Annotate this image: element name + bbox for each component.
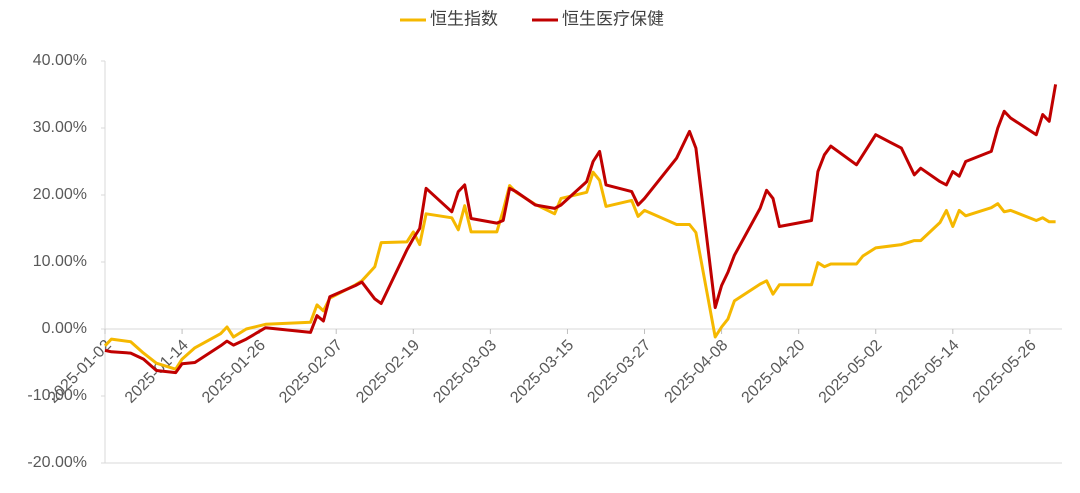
x-tick-label: 2025-04-08 [662,337,732,407]
series-line [104,84,1058,375]
y-tick-label: 0.00% [42,320,87,337]
legend-label: 恒生医疗保健 [562,9,664,28]
x-tick-label: 2025-05-14 [893,337,963,407]
x-tick-label: 2025-05-26 [970,337,1040,407]
x-tick-label: 2025-03-15 [507,337,577,407]
x-tick-label: 2025-01-26 [199,337,269,407]
y-tick-label: 40.00% [33,52,87,69]
y-tick-label: 30.00% [33,119,87,136]
y-tick-label: 10.00% [33,253,87,270]
x-tick-label: 2025-03-03 [430,337,500,407]
x-tick-label: 2025-02-07 [276,337,346,407]
legend-label: 恒生指数 [430,9,498,28]
x-tick-label: 2025-05-02 [816,337,886,407]
y-tick-label: -10.00% [27,387,87,404]
y-tick-label: 20.00% [33,186,87,203]
y-tick-label: -20.00% [27,454,87,471]
x-tick-label: 2025-04-20 [739,337,809,407]
x-tick-label: 2025-03-27 [584,337,654,407]
x-tick-label: 2025-02-19 [353,337,423,407]
series-line [103,170,1056,371]
